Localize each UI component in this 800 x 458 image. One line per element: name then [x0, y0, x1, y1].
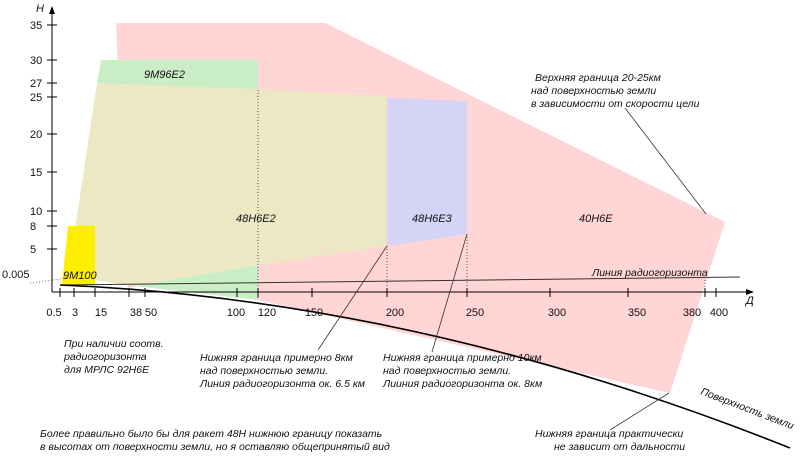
note-line: для МРЛС 92Н6Е	[64, 364, 150, 376]
x-tick-label: 100	[227, 307, 245, 319]
lower-independent-note: Нижняя граница практически не зависит от…	[535, 428, 685, 453]
y-tick-label: 30	[30, 55, 42, 67]
zone-9m96e2-top	[97, 60, 258, 89]
y-tick-label: 0.005	[2, 269, 30, 281]
lower-8km-note: Нижняя граница примерно 8км над поверхно…	[199, 352, 365, 390]
y-tick-label: 25	[30, 92, 42, 104]
zone-48n6e3	[387, 98, 467, 246]
lower-10km-note: Нижняя граница примерно 10км над поверхн…	[382, 352, 542, 390]
x-tick-label: 300	[548, 307, 566, 319]
note-line: Нижняя граница практически	[535, 428, 683, 440]
note-line: над поверхностью земли	[531, 85, 656, 97]
zone-9m100	[62, 226, 95, 285]
upper-boundary-note: Верхняя граница 20-25км над поверхностью…	[531, 72, 700, 110]
leader-any	[609, 392, 670, 431]
y-tick-label: 27	[30, 78, 42, 90]
x-tick-label: 3	[72, 307, 78, 319]
leader-upper	[624, 107, 707, 215]
guide-0005	[29, 277, 69, 284]
label-48n6e2: 48Н6Е2	[236, 213, 276, 225]
y-tick-labels: 35 30 27 25 20 15 10 8 5 0.005	[2, 20, 42, 281]
note-line: в высотах от поверхности земли, но я ост…	[40, 441, 390, 453]
label-40n6e: 40Н6Е	[579, 213, 613, 225]
y-tick-label: 5	[30, 244, 36, 256]
x-tick-label: 0.5	[46, 307, 61, 319]
zone-9m96e2-bottom	[135, 265, 258, 300]
x-tick-label: 250	[466, 307, 484, 319]
leader-8km	[317, 245, 388, 351]
note-line: Более правильно было бы для ракет 48Н ни…	[40, 428, 382, 440]
radio-horizon-line	[59, 276, 741, 286]
label-48n6e3: 48Н6Е3	[412, 213, 453, 225]
label-9m96e2: 9М96Е2	[144, 69, 185, 81]
radar-note: При наличии соотв. радиогоризонта для МР…	[63, 338, 164, 376]
note-line: Нижняя граница примерно 8км	[200, 352, 353, 364]
y-axis-title: Н	[36, 3, 44, 15]
note-line: радиогоризонта	[63, 351, 147, 363]
x-tick-label: 38	[130, 307, 142, 319]
note-line: Нижняя граница примерно 10км	[383, 352, 542, 364]
note-line: Лииния радиогоризонта ок. 8км	[382, 378, 542, 390]
x-tick-label: 350	[628, 307, 646, 319]
leader-10km	[431, 233, 468, 353]
x-tick-label: 15	[95, 307, 107, 319]
y-tick-label: 20	[30, 129, 42, 141]
x-axis-title: Д	[744, 295, 754, 307]
x-tick-label: 150	[305, 307, 323, 319]
x-tick-label: 200	[386, 307, 404, 319]
x-tick-label: 380	[683, 307, 701, 319]
bottom-note: Более правильно было бы для ракет 48Н ни…	[40, 428, 390, 453]
y-tick-label: 35	[30, 20, 42, 32]
y-axis-arrow	[49, 6, 55, 14]
radio-horizon-label: Линия радиогоризонта	[591, 267, 708, 279]
x-axis-arrow	[746, 289, 754, 295]
note-line: над поверхностью земли.	[200, 365, 328, 377]
note-line: Линия радиогоризонта ок. 6.5 км	[199, 378, 365, 390]
x-tick-labels: 0.5 3 15 38 50 100 120 150 200 250 300 3…	[46, 307, 728, 319]
y-tick-label: 8	[30, 221, 36, 233]
x-tick-marks	[59, 288, 717, 297]
x-tick-label: 400	[710, 307, 728, 319]
earth-surface-label: Поверхность земли	[699, 386, 796, 433]
x-tick-label: 50	[145, 307, 157, 319]
x-tick-label: 120	[258, 307, 276, 319]
note-line: При наличии соотв.	[64, 338, 164, 350]
note-line: не зависит от дальности	[554, 441, 685, 453]
label-9m100: 9М100	[63, 270, 98, 282]
zone-48n6e2	[68, 83, 387, 286]
note-line: в зависимости от скорости цели	[531, 98, 700, 110]
y-tick-label: 15	[30, 167, 42, 179]
y-tick-label: 10	[30, 206, 42, 218]
note-line: над поверхностью земли.	[383, 365, 511, 377]
y-tick-marks	[47, 24, 57, 250]
note-line: Верхняя граница 20-25км	[535, 72, 661, 84]
